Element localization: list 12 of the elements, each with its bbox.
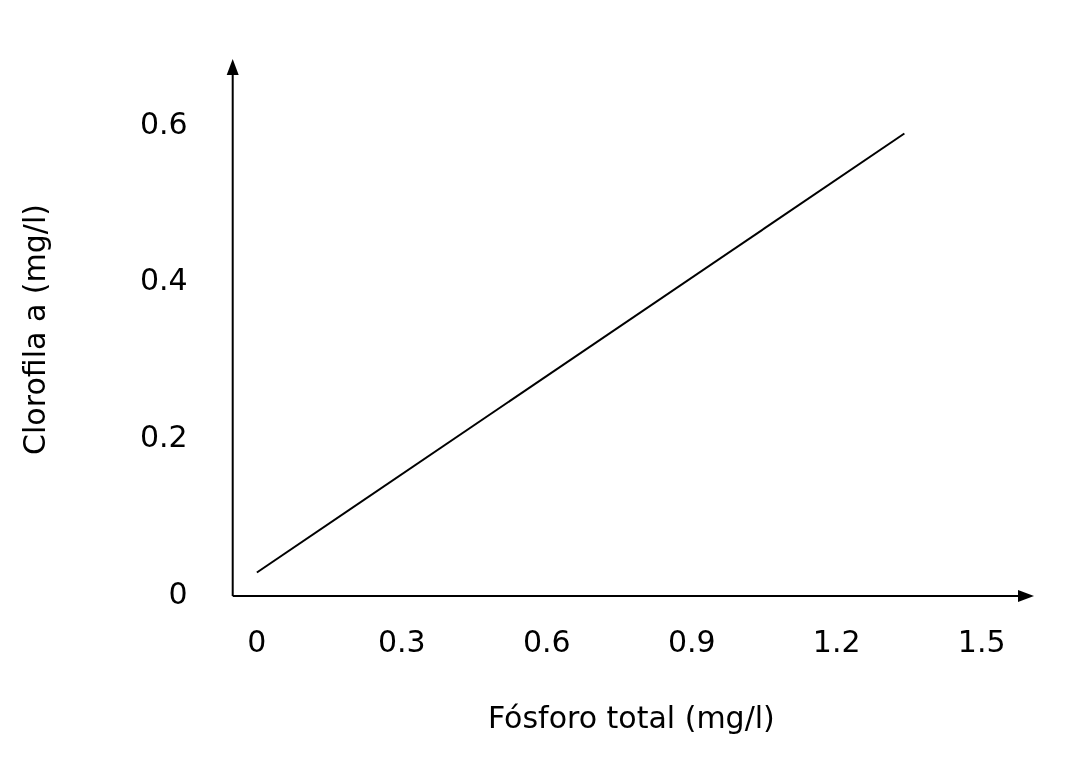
y-tick-label: 0: [168, 575, 188, 611]
x-tick-label: 0.9: [667, 623, 716, 659]
y-tick-label: 0.6: [139, 105, 188, 141]
x-tick-label: 0.3: [377, 623, 426, 659]
x-axis-title: Fósforo total (mg/l): [487, 699, 775, 735]
x-tick-label: 0.6: [522, 623, 571, 659]
y-tick-label: 0.2: [139, 419, 188, 455]
x-tick-label: 1.2: [812, 623, 861, 659]
y-axis-title: Clorofila a (mg/l): [16, 204, 52, 455]
x-tick-label: 1.5: [957, 623, 1006, 659]
x-tick-label: 0: [247, 623, 267, 659]
y-tick-label: 0.4: [139, 262, 188, 298]
